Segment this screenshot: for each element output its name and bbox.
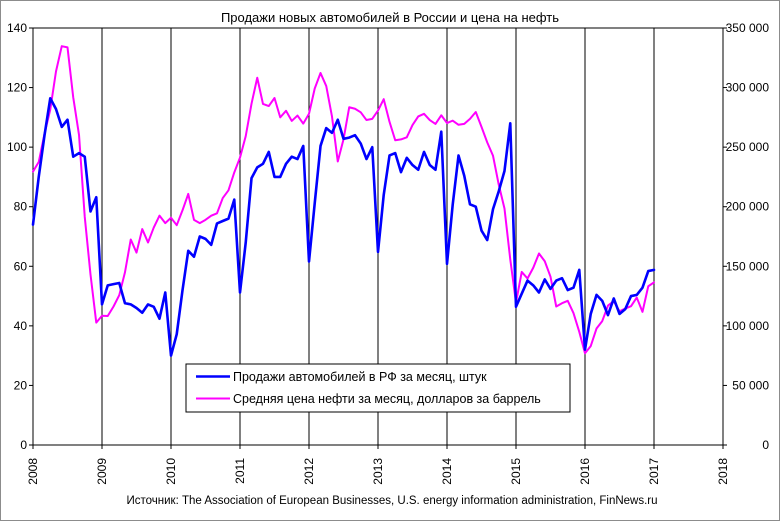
left-y-axis: 0 20 40 60 80 100 120 140 <box>7 21 33 452</box>
left-tick-label: 80 <box>14 200 28 214</box>
plot-area: 0 20 40 60 80 100 120 140 0 50 000 100 000 150 000… <box>7 21 769 485</box>
x-tick-label: 2014 <box>440 458 454 485</box>
x-tick-label: 2012 <box>302 458 316 485</box>
right-tick-label: 350 000 <box>726 21 770 35</box>
right-y-axis: 0 50 000 100 000 150 000 200 000 250 000 300 0… <box>723 21 769 452</box>
legend-box <box>185 363 571 413</box>
series-line-car-sales <box>31 96 656 357</box>
right-tick-label: 150 000 <box>726 259 770 273</box>
x-axis: 2008 2009 2010 2011 2012 2013 2014 2015 2016 2017… <box>26 445 730 485</box>
series-layer <box>31 45 656 357</box>
left-tick-label: 60 <box>14 259 28 273</box>
right-tick-label: 250 000 <box>726 140 770 154</box>
x-tick-label: 2011 <box>233 458 247 484</box>
x-tick-label: 2010 <box>164 458 178 485</box>
legend-label-oil: Средняя цена нефти за месяц, долларов за… <box>233 392 541 406</box>
chart-source: Источник: The Association of European Bu… <box>126 495 657 507</box>
left-tick-label: 120 <box>7 81 27 95</box>
right-tick-label: 100 000 <box>726 319 770 333</box>
right-tick-label: 300 000 <box>726 81 770 95</box>
chart-title: Продажи новых автомобилей в России и цен… <box>221 10 559 25</box>
x-tick-label: 2017 <box>647 458 661 485</box>
x-tick-label: 2008 <box>26 458 40 485</box>
x-tick-label: 2015 <box>509 458 523 485</box>
right-tick-label: 200 000 <box>726 200 770 214</box>
legend: Продажи автомобилей в РФ за месяц, штук … <box>185 363 571 413</box>
x-tick-label: 2009 <box>95 458 109 485</box>
left-tick-label: 100 <box>7 140 27 154</box>
x-tick-label: 2018 <box>716 458 730 485</box>
right-tick-label: 0 <box>762 438 769 452</box>
left-tick-label: 0 <box>20 438 27 452</box>
left-tick-label: 20 <box>14 378 28 392</box>
x-tick-label: 2016 <box>578 458 592 485</box>
left-tick-label: 40 <box>14 319 28 333</box>
left-tick-label: 140 <box>7 21 27 35</box>
legend-label-sales: Продажи автомобилей в РФ за месяц, штук <box>233 370 487 384</box>
x-tick-label: 2013 <box>371 458 385 485</box>
right-tick-label: 50 000 <box>732 378 769 392</box>
